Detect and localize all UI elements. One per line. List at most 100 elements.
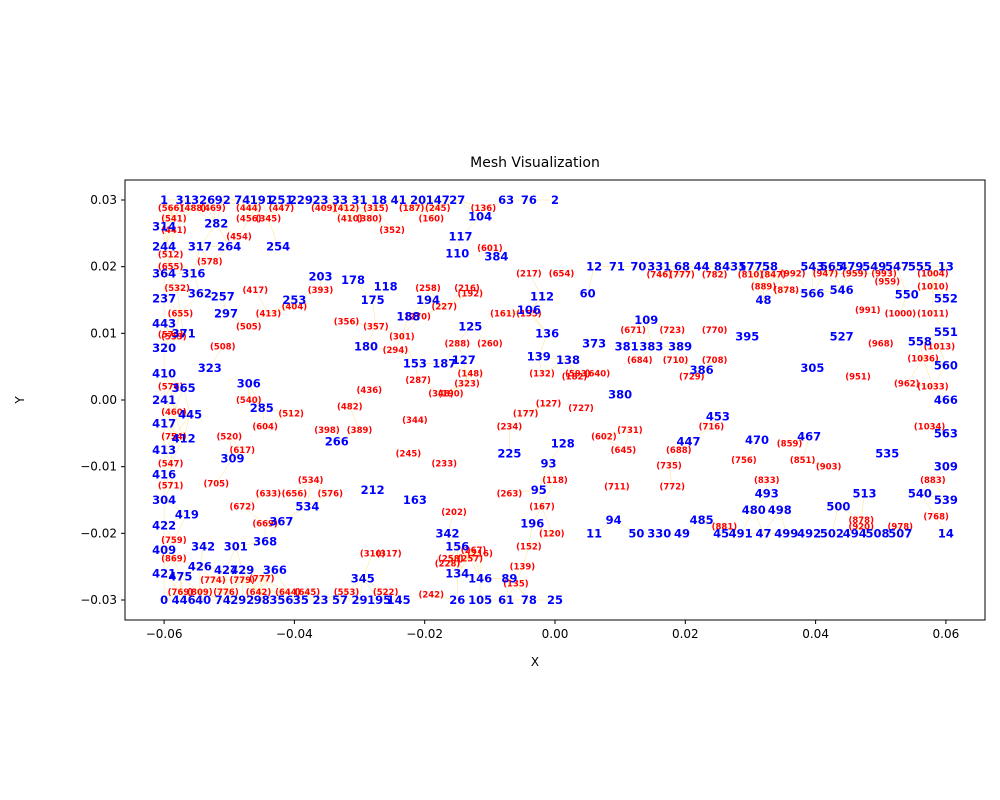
node-label: 110 bbox=[445, 246, 469, 260]
mesh-edge bbox=[163, 218, 175, 247]
element-label: (192) bbox=[458, 289, 484, 299]
node-label: 109 bbox=[634, 313, 658, 327]
node-label: 373 bbox=[582, 336, 606, 350]
mesh-edge bbox=[906, 358, 924, 384]
node-label: 362 bbox=[188, 286, 212, 300]
mesh-edge bbox=[203, 199, 214, 209]
mesh-edge bbox=[163, 246, 171, 255]
mesh-edge bbox=[173, 411, 184, 439]
node-label: 297 bbox=[214, 306, 238, 320]
mesh-edge bbox=[414, 363, 419, 381]
y-tick-label: −0.02 bbox=[80, 526, 117, 540]
node-label: 26 bbox=[449, 593, 465, 607]
mesh-edge bbox=[369, 218, 393, 231]
mesh-edge bbox=[323, 199, 341, 209]
mesh-edge bbox=[193, 273, 201, 294]
mesh-edge bbox=[170, 386, 175, 413]
mesh-edge bbox=[932, 298, 947, 314]
mesh-edge bbox=[265, 521, 282, 524]
mesh-edge bbox=[935, 499, 947, 517]
element-label: (684) bbox=[627, 356, 653, 366]
element-label: (851) bbox=[790, 456, 816, 466]
mesh-edge bbox=[825, 266, 852, 274]
element-label: (947) bbox=[813, 269, 839, 279]
mesh-edge bbox=[261, 199, 282, 209]
mesh-edge bbox=[199, 591, 223, 601]
node-label: 147 bbox=[426, 193, 450, 207]
mesh-edge bbox=[176, 273, 194, 289]
mesh-edge bbox=[261, 578, 282, 601]
node-label: 92 bbox=[215, 193, 231, 207]
mesh-edge bbox=[193, 199, 204, 209]
mesh-edge bbox=[681, 266, 702, 275]
node-label: 44 bbox=[694, 260, 710, 274]
mesh-edge bbox=[307, 493, 331, 507]
mesh-edge bbox=[932, 466, 947, 481]
node-label: 146 bbox=[468, 572, 492, 586]
mesh-edge bbox=[906, 286, 933, 295]
mesh-edge bbox=[763, 266, 771, 287]
mesh-edge bbox=[225, 569, 243, 581]
mesh-edge bbox=[365, 326, 377, 347]
mesh-edge bbox=[659, 266, 683, 275]
mesh-edge bbox=[769, 266, 787, 291]
mesh-edge bbox=[391, 207, 412, 231]
mesh-edge bbox=[626, 329, 634, 347]
mesh-edge bbox=[163, 199, 175, 219]
mesh-edge bbox=[701, 519, 722, 534]
node-label: 304 bbox=[152, 493, 176, 507]
node-label: 40 bbox=[195, 593, 211, 607]
mesh-edge bbox=[528, 533, 552, 547]
element-label: (708) bbox=[702, 356, 728, 366]
element-label: (553) bbox=[161, 333, 187, 343]
mesh-edge bbox=[248, 399, 262, 409]
element-label: (810) bbox=[738, 271, 764, 281]
node-label: 342 bbox=[435, 526, 459, 540]
element-label: (258) bbox=[415, 284, 441, 294]
x-tick-label: 0.06 bbox=[933, 627, 960, 641]
node-label: 427 bbox=[214, 563, 238, 577]
mesh-edge bbox=[170, 254, 194, 274]
node-label: 78 bbox=[521, 593, 537, 607]
element-label: (604) bbox=[252, 423, 278, 433]
mesh-edge bbox=[437, 199, 458, 209]
node-label: 416 bbox=[152, 468, 176, 482]
mesh-edge bbox=[170, 438, 184, 464]
element-label: (593) bbox=[565, 369, 591, 379]
node-label: 368 bbox=[253, 534, 277, 548]
node-label: 466 bbox=[934, 393, 958, 407]
mesh-edge bbox=[538, 356, 543, 374]
mesh-edge bbox=[593, 519, 614, 534]
mesh-edge bbox=[170, 333, 184, 335]
node-label: 105 bbox=[468, 593, 492, 607]
element-label: (756) bbox=[731, 456, 757, 466]
mesh-edge bbox=[202, 579, 214, 601]
mesh-edge bbox=[173, 207, 194, 219]
mesh-edge bbox=[209, 346, 223, 369]
mesh-edge bbox=[753, 493, 767, 511]
mesh-edge bbox=[466, 373, 471, 384]
mesh-edge bbox=[339, 199, 347, 209]
mesh-edge bbox=[417, 299, 429, 317]
mesh-edge bbox=[180, 591, 184, 601]
mesh-edge bbox=[336, 429, 360, 442]
mesh-edge bbox=[248, 383, 263, 409]
node-label: 558 bbox=[908, 334, 932, 348]
node-label: 195 bbox=[367, 593, 391, 607]
node-label: 306 bbox=[237, 376, 261, 390]
node-label: 163 bbox=[403, 493, 427, 507]
mesh-edge bbox=[802, 436, 810, 461]
mesh-edge bbox=[672, 329, 681, 347]
mesh-edge bbox=[242, 579, 259, 593]
mesh-edge bbox=[173, 558, 181, 577]
element-label: (688) bbox=[666, 446, 692, 456]
node-label: 18 bbox=[371, 193, 387, 207]
node-label: 35 bbox=[293, 593, 309, 607]
mesh-edge bbox=[831, 266, 855, 274]
mesh-edge bbox=[242, 506, 266, 524]
node-label: 145 bbox=[387, 593, 411, 607]
mesh-edge bbox=[919, 341, 924, 359]
element-label: (417) bbox=[243, 286, 269, 296]
element-label: (454) bbox=[226, 233, 252, 243]
element-label: (323) bbox=[454, 379, 480, 389]
